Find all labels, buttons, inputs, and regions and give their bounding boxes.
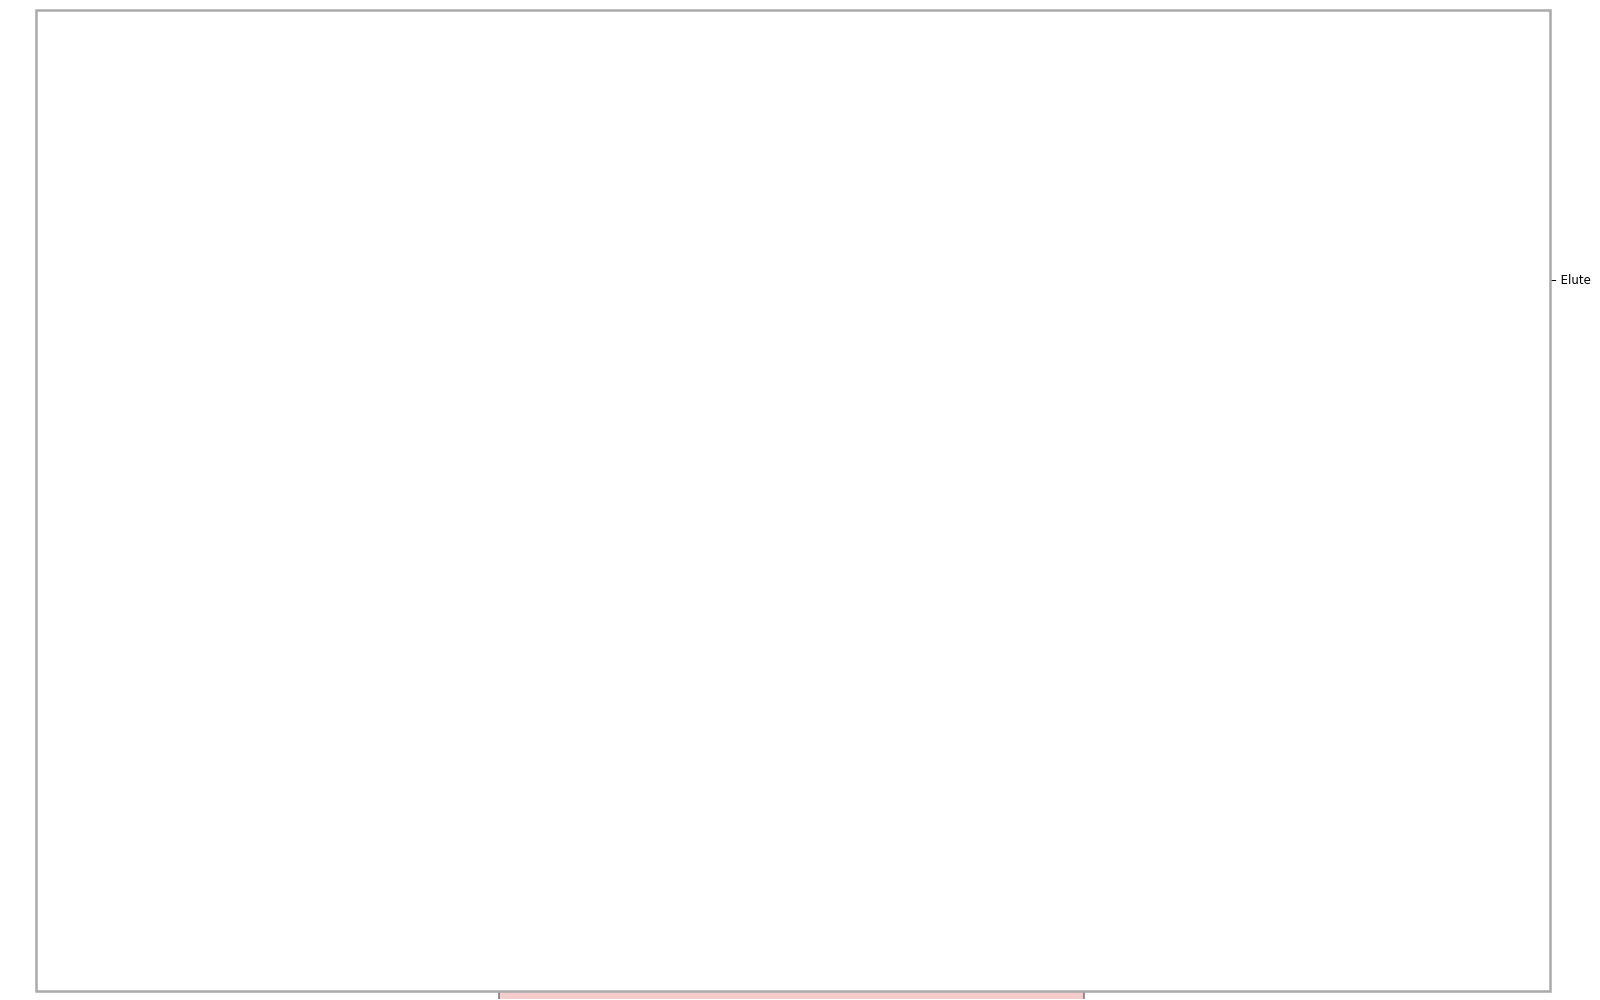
FancyBboxPatch shape xyxy=(822,409,1029,491)
Text: Ni-column: Ni-column xyxy=(1179,613,1242,626)
Text: Aqueous
phase 2x: Aqueous phase 2x xyxy=(408,436,464,464)
Text: Aqueous
phase: Aqueous phase xyxy=(157,267,210,295)
FancyBboxPatch shape xyxy=(806,240,1045,321)
Text: Eluate ³36Cl: Eluate ³36Cl xyxy=(144,788,221,801)
FancyBboxPatch shape xyxy=(77,240,290,321)
Text: Eluate, ³63Ni: Eluate, ³63Ni xyxy=(1170,788,1251,801)
FancyBboxPatch shape xyxy=(578,863,784,945)
Text: Dissolve: Dissolve xyxy=(194,528,243,541)
Text: CCl$_4$ extraction: CCl$_4$ extraction xyxy=(304,173,394,189)
Text: AG 1x4 column
NO₃⁻ form: AG 1x4 column NO₃⁻ form xyxy=(136,606,230,634)
FancyBboxPatch shape xyxy=(338,240,534,321)
Text: Precipitate, Ca,
Ba, Sr, Ra CO₃: Precipitate, Ca, Ba, Sr, Ra CO₃ xyxy=(634,606,728,634)
Text: Supernatant
Cl, I, Cs, K: Supernatant Cl, I, Cs, K xyxy=(642,267,720,295)
Text: Fuse, leach: Fuse, leach xyxy=(803,174,869,187)
FancyBboxPatch shape xyxy=(1115,579,1306,661)
Text: Add AgNO$_3$: Add AgNO$_3$ xyxy=(194,357,261,374)
FancyBboxPatch shape xyxy=(1115,753,1306,835)
FancyBboxPatch shape xyxy=(338,579,534,661)
Text: Precipitate and
dissolve: Precipitate and dissolve xyxy=(634,780,728,808)
FancyBboxPatch shape xyxy=(578,240,784,321)
FancyBboxPatch shape xyxy=(1360,753,1550,835)
Text: Dissolve  in HCl: Dissolve in HCl xyxy=(1234,178,1325,191)
Text: Precipitate,
AgCl 2x: Precipitate, AgCl 2x xyxy=(147,436,219,464)
Text: Eluate, ²55Fe: Eluate, ²55Fe xyxy=(1413,444,1496,457)
FancyBboxPatch shape xyxy=(574,574,787,666)
Text: Back-extraction: Back-extraction xyxy=(446,344,541,357)
FancyBboxPatch shape xyxy=(1203,240,1464,321)
Text: with NaHSO$_3$: with NaHSO$_3$ xyxy=(446,362,523,378)
FancyBboxPatch shape xyxy=(77,579,290,661)
FancyBboxPatch shape xyxy=(578,753,784,835)
Text: Add Na$_2$CO$_3$: Add Na$_2$CO$_3$ xyxy=(691,524,765,540)
FancyBboxPatch shape xyxy=(693,77,890,155)
Text: AG 1x4 column: AG 1x4 column xyxy=(1286,274,1381,287)
Text: Organic
phase: Organic phase xyxy=(411,267,461,295)
FancyBboxPatch shape xyxy=(578,409,784,491)
Text: Eluate, ²55Fe: Eluate, ²55Fe xyxy=(1413,788,1496,801)
FancyBboxPatch shape xyxy=(77,753,290,835)
FancyBboxPatch shape xyxy=(499,933,1083,1000)
Text: ²¹⁹I solution: ²¹⁹I solution xyxy=(400,613,472,626)
Text: Fe-column: Fe-column xyxy=(1422,613,1488,626)
Text: LSC+ICP-MS: LSC+ICP-MS xyxy=(752,964,830,977)
Text: Precipitate
M(OH)ₓ: Precipitate M(OH)ₓ xyxy=(893,436,958,464)
Text: Add NaOH: Add NaOH xyxy=(691,703,752,716)
Text: Supernatant
Ca, Sr, Ba: Supernatant Ca, Sr, Ba xyxy=(642,436,720,464)
Text: ⁴¹Ca solution: ⁴¹Ca solution xyxy=(642,897,720,910)
FancyBboxPatch shape xyxy=(1360,409,1550,491)
FancyBboxPatch shape xyxy=(1115,409,1306,491)
FancyBboxPatch shape xyxy=(338,409,534,491)
FancyBboxPatch shape xyxy=(77,409,290,491)
FancyBboxPatch shape xyxy=(1360,579,1550,661)
Text: Effluent,
²63Ni: Effluent, ²63Ni xyxy=(1184,436,1237,464)
Text: Precipitate 2x
(metals, Ca, Sr): Precipitate 2x (metals, Ca, Sr) xyxy=(877,267,974,295)
Text: Concrete: Concrete xyxy=(763,110,819,123)
Text: ← Elute: ← Elute xyxy=(1547,274,1592,287)
